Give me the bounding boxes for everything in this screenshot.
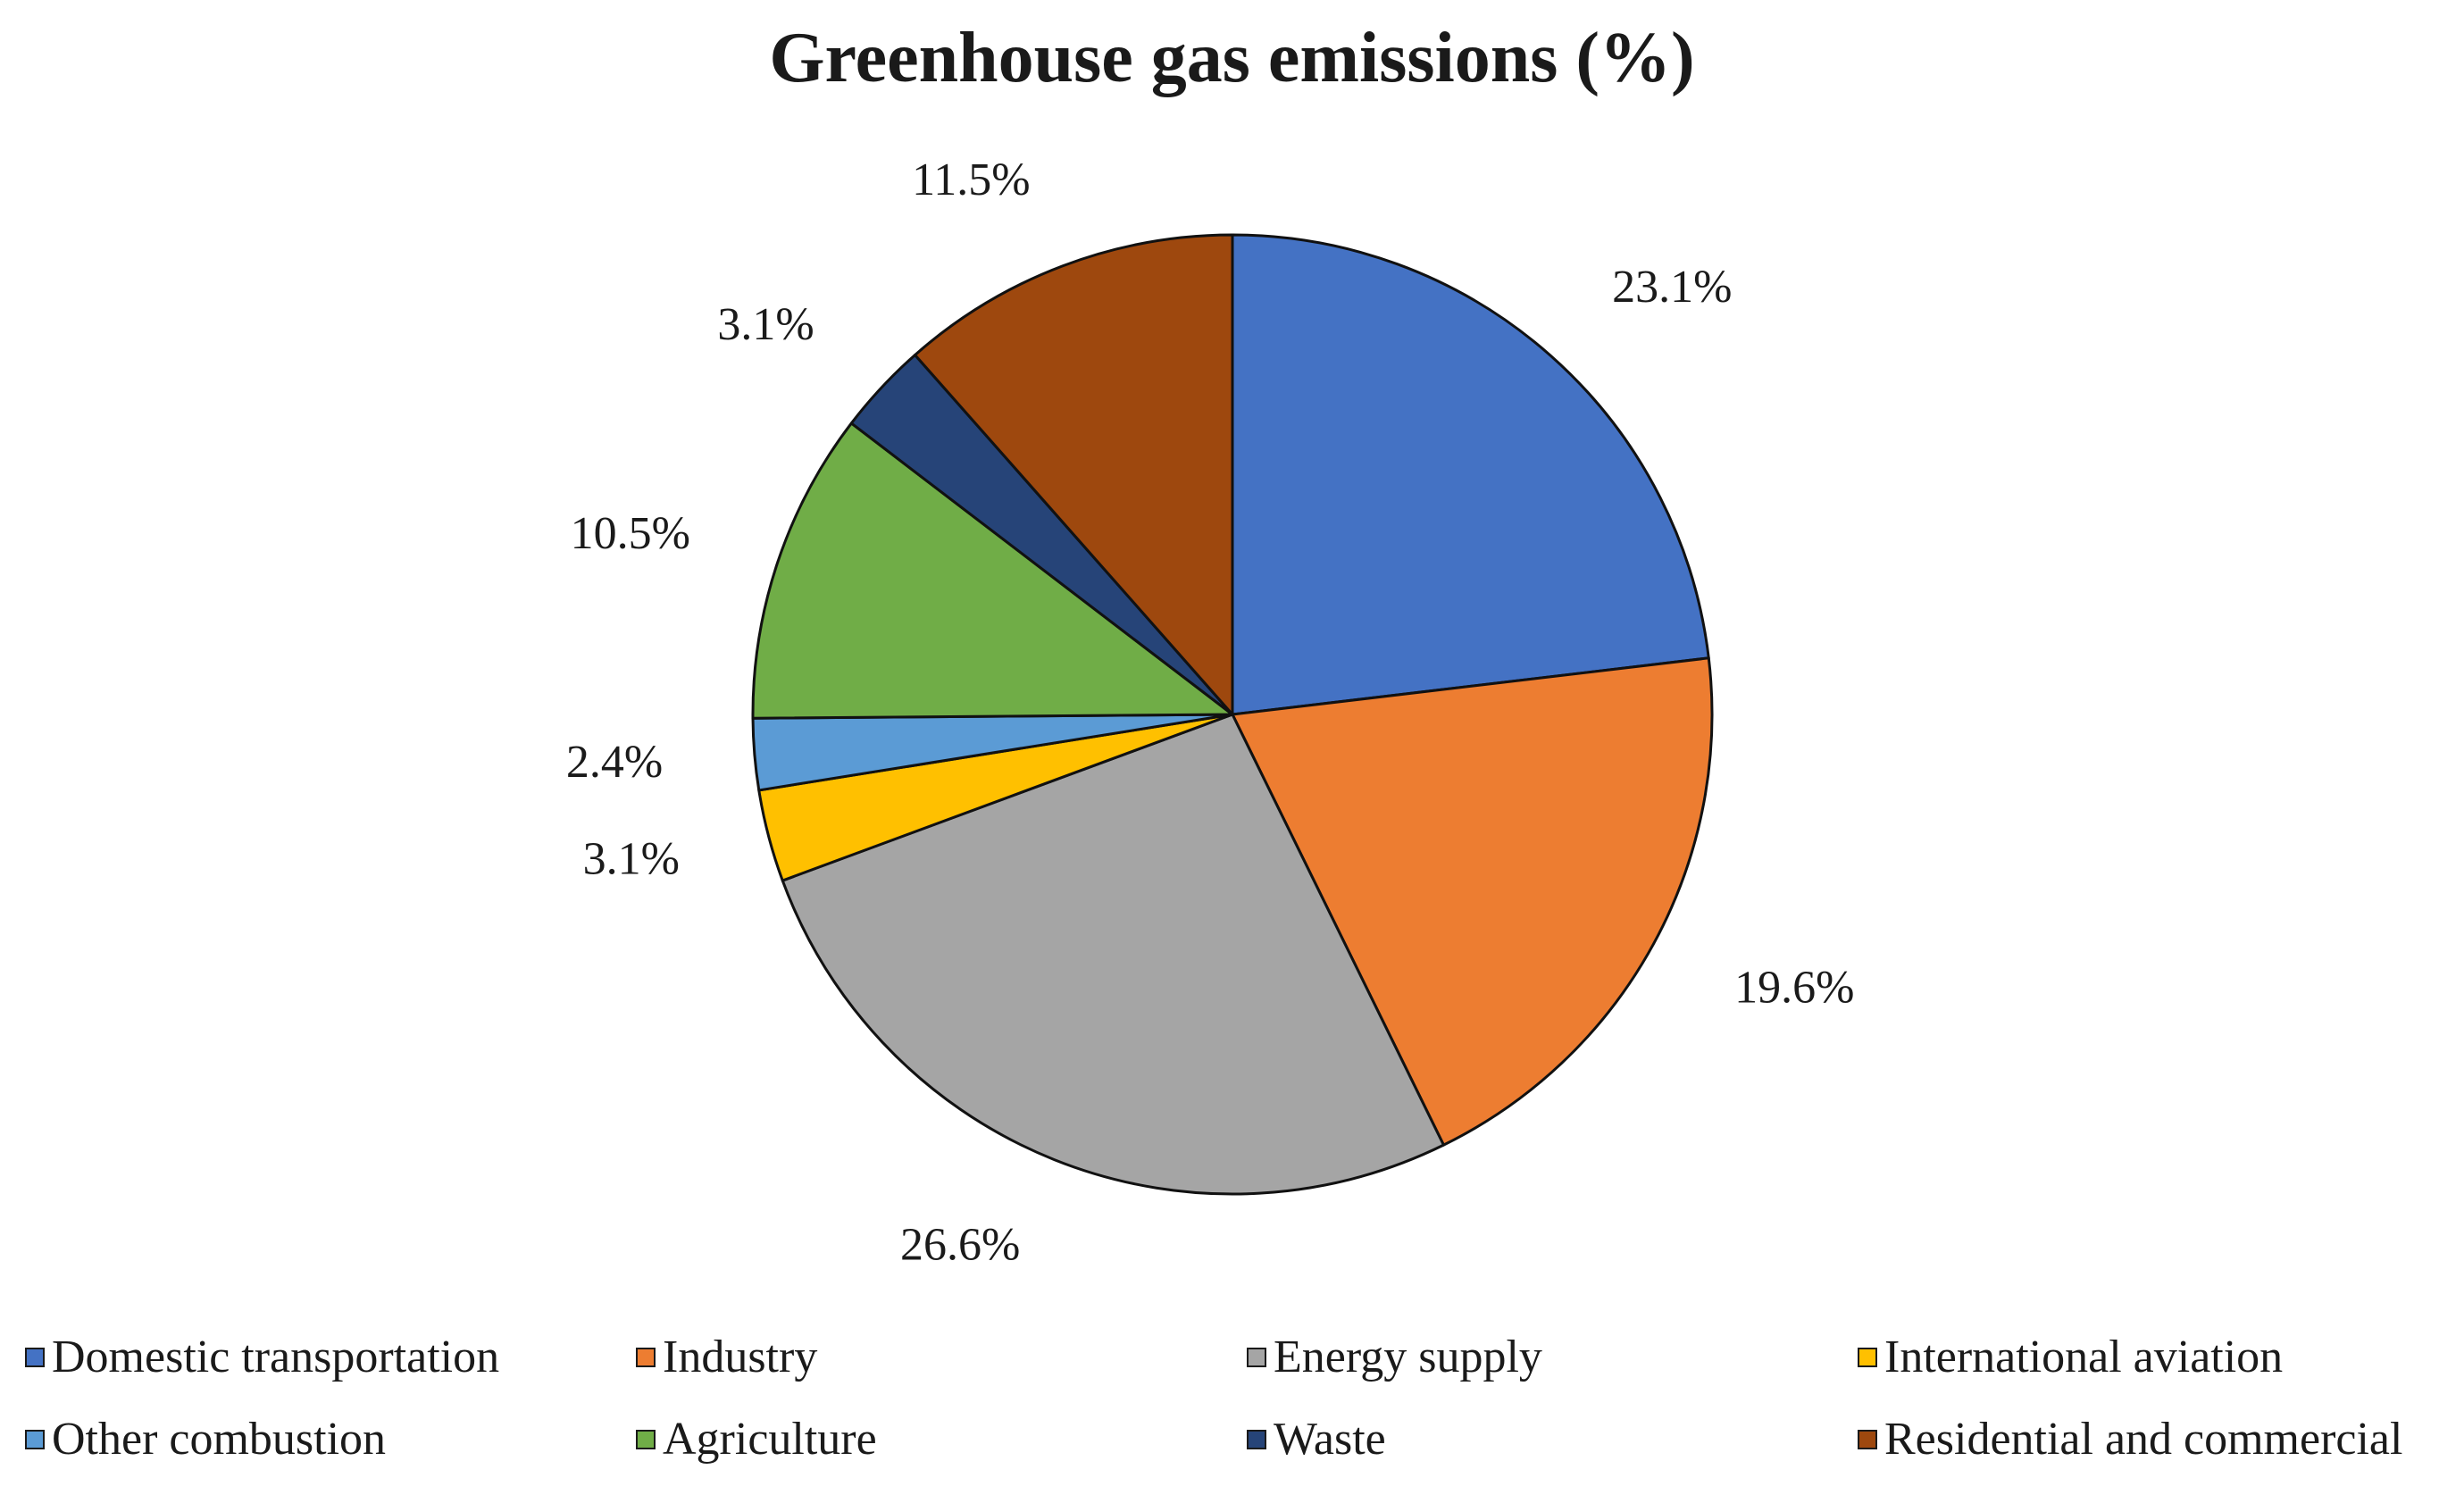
legend-swatch <box>1247 1430 1266 1449</box>
legend-swatch <box>1858 1348 1877 1367</box>
legend-swatch <box>636 1430 656 1449</box>
legend-label: Industry <box>663 1332 818 1382</box>
legend-item-other-combustion: Other combustion <box>25 1404 386 1475</box>
legend-item-international-aviation: International aviation <box>1858 1322 2283 1393</box>
pie-slice-residential-and-commercial <box>914 233 1234 716</box>
data-label-energy-supply: 26.6% <box>900 1220 1020 1271</box>
legend-label: Waste <box>1274 1414 1386 1465</box>
legend-label: International aviation <box>1884 1332 2284 1382</box>
legend-item-residential-and-commercial: Residential and commercial <box>1858 1404 2402 1475</box>
pie-slice-energy-supply <box>781 713 1445 1196</box>
legend-item-industry: Industry <box>636 1322 817 1393</box>
chart-legend: Domestic transportation Industry Energy su… <box>0 1322 2464 1491</box>
pie-slice-domestic-transportation <box>1231 233 1710 716</box>
legend-item-waste: Waste <box>1247 1404 1386 1475</box>
data-label-residential-and-commercial: 11.5% <box>912 154 1030 205</box>
pie-data-labels: 23.1% 19.6% 26.6% 3.1% 2.4% 10.5% 3.1% 11.5% <box>566 154 1855 1271</box>
legend-item-agriculture: Agriculture <box>636 1404 877 1475</box>
legend-label: Domestic transportation <box>52 1332 500 1382</box>
pie-slice-industry <box>1231 656 1714 1147</box>
data-label-international-aviation: 3.1% <box>583 834 680 885</box>
data-label-waste: 3.1% <box>717 299 814 350</box>
legend-label: Energy supply <box>1274 1332 1542 1382</box>
pie-slice-agriculture <box>751 422 1234 720</box>
pie-slices <box>751 233 1714 1196</box>
chart-title: Greenhouse gas emissions (%) <box>769 19 1695 97</box>
data-label-industry: 19.6% <box>1734 962 1854 1013</box>
legend-swatch <box>25 1430 45 1449</box>
legend-label: Other combustion <box>52 1414 387 1465</box>
legend-swatch <box>1858 1430 1877 1449</box>
data-label-agriculture: 10.5% <box>571 508 690 559</box>
data-label-domestic-transportation: 23.1% <box>1612 262 1732 313</box>
legend-item-energy-supply: Energy supply <box>1247 1322 1542 1393</box>
legend-item-domestic-transportation: Domestic transportation <box>25 1322 499 1393</box>
legend-label: Residential and commercial <box>1884 1414 2403 1465</box>
legend-swatch <box>1247 1348 1266 1367</box>
legend-swatch <box>636 1348 656 1367</box>
data-label-other-combustion: 2.4% <box>566 737 663 788</box>
legend-label: Agriculture <box>663 1414 877 1465</box>
legend-swatch <box>25 1348 45 1367</box>
